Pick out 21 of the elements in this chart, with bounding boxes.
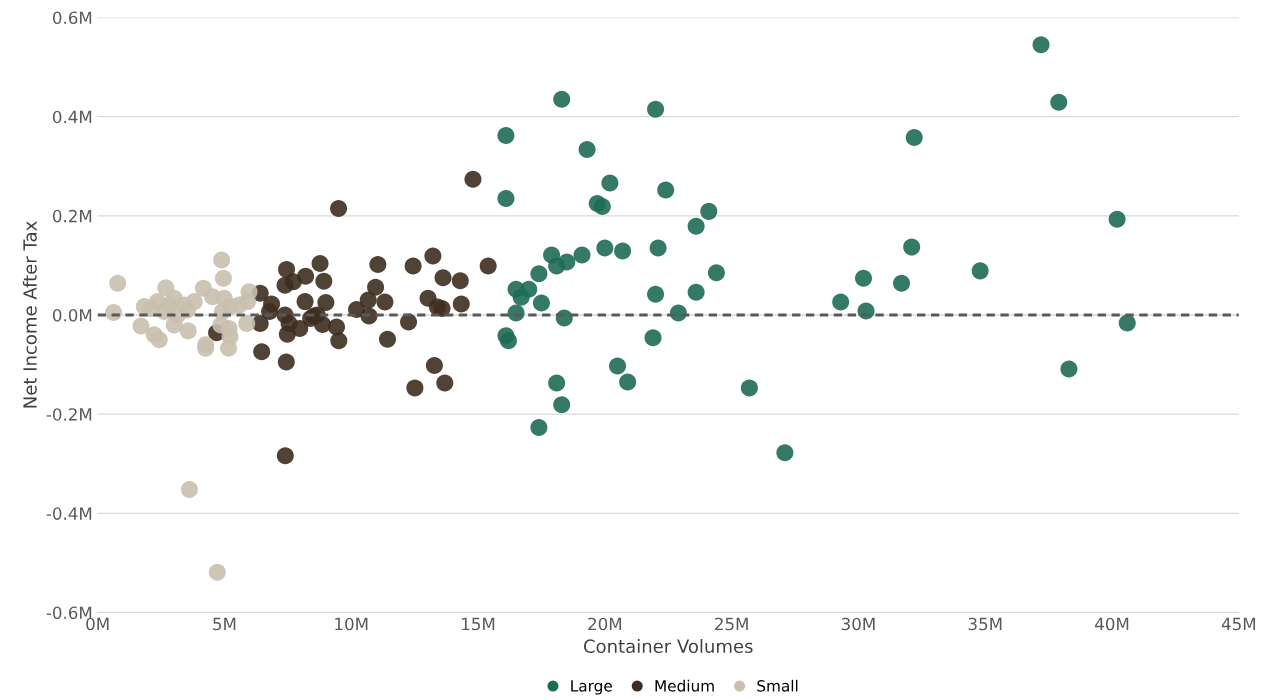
x-tick-label: 45M <box>1221 617 1255 631</box>
x-tick-label: 20M <box>588 617 621 631</box>
x-tick-label: 30M <box>841 617 875 631</box>
legend-label: Small <box>757 679 798 692</box>
x-tick-label: 10M <box>335 617 368 631</box>
x-tick-label: 15M <box>462 617 495 631</box>
legend-label: Medium <box>655 679 714 692</box>
y-tick-label: 0.2M <box>52 209 92 223</box>
y-axis-title: Net Income After Tax <box>22 221 37 408</box>
y-tick-label: 0.0M <box>52 308 92 322</box>
y-tick-label: 0.6M <box>52 11 92 25</box>
x-tick-label: 35M <box>968 617 1002 631</box>
x-tick-label: 25M <box>715 617 748 631</box>
x-tick-label: 5M <box>213 617 236 631</box>
y-tick-label: 0.4M <box>52 110 92 124</box>
y-tick-label: -0.2M <box>46 408 92 421</box>
x-axis-title: Container Volumes <box>583 639 753 654</box>
x-tick-label: 40M <box>1095 617 1129 631</box>
x-tick-label: 0M <box>86 617 109 631</box>
y-tick-label: -0.4M <box>46 507 92 520</box>
legend-label: Large <box>571 680 612 695</box>
